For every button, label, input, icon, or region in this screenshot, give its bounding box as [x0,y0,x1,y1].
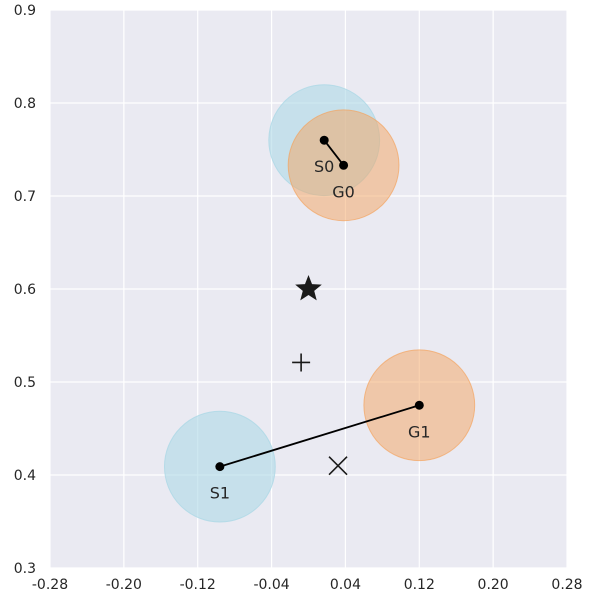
x-tick-label: 0.20 [478,577,509,593]
y-tick-label: 0.4 [14,468,36,484]
markers [292,275,348,476]
goal-label-1: G1 [408,422,431,441]
connector-lines [219,139,420,468]
start-label-1: S1 [210,484,230,503]
point-labels: S0 G0 S1 G1 [210,157,431,502]
y-tick-label: 0.3 [14,561,36,577]
start-label-0: S0 [314,157,334,176]
star-marker [295,275,322,301]
x-axis-ticks: -0.28 -0.20 -0.12 -0.04 0.04 0.12 0.20 0.28 [32,577,583,593]
start-point-0 [319,135,329,145]
goal-label-0: G0 [332,182,355,201]
start-point-1 [215,462,225,472]
x-tick-label: -0.12 [180,577,216,593]
y-tick-label: 0.9 [14,3,36,19]
cross-marker [328,456,348,476]
connector-1 [219,404,420,468]
x-tick-label: 0.28 [551,577,582,593]
x-tick-label: -0.20 [106,577,142,593]
y-tick-label: 0.7 [14,189,36,205]
plus-marker [292,353,311,372]
x-tick-label: 0.12 [404,577,435,593]
y-axis-ticks: 0.3 0.4 0.5 0.6 0.7 0.8 0.9 [14,3,36,577]
y-tick-label: 0.8 [14,96,36,112]
points [215,135,424,472]
y-tick-label: 0.6 [14,282,36,298]
y-tick-label: 0.5 [14,375,36,391]
goal-point-1 [414,400,424,410]
x-tick-label: -0.28 [32,577,68,593]
x-tick-label: 0.04 [330,577,361,593]
connector-0 [323,139,345,166]
x-tick-label: -0.04 [253,577,289,593]
goal-point-0 [339,160,349,170]
